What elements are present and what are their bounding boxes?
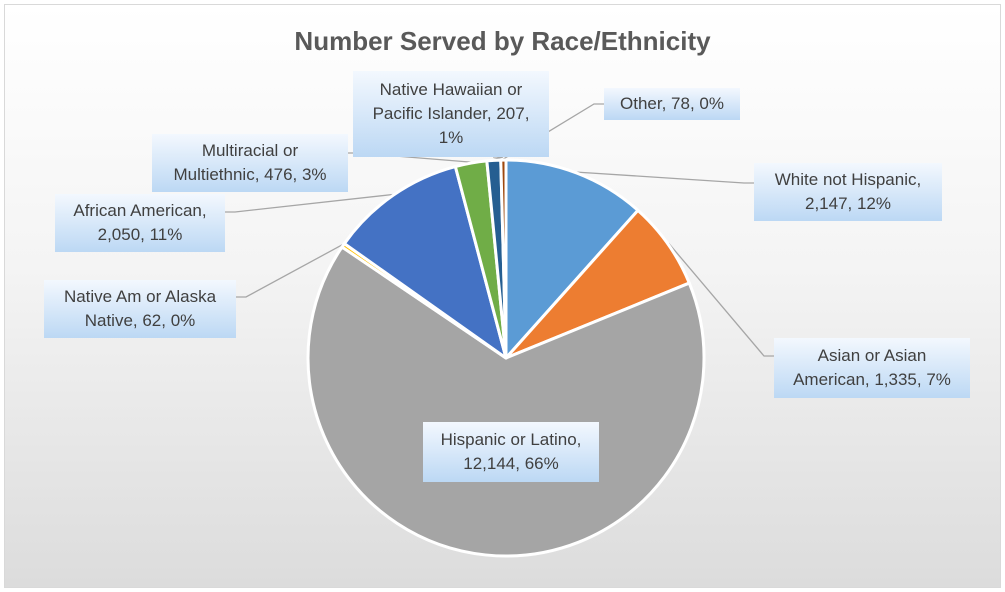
data-label-line: White not Hispanic,	[774, 170, 922, 189]
data-label-line: Other, 78, 0%	[620, 94, 724, 113]
data-label-multiracial-or-multiethnic: Multiracial or Multiethnic, 476, 3%	[152, 134, 348, 192]
leader-line-african-american	[225, 193, 393, 213]
data-label-line: Native Am or Alaska	[63, 287, 217, 306]
pie-slice-other	[499, 158, 508, 360]
data-label-asian-or-asian-american: Asian or Asian American, 1,335, 7%	[774, 338, 970, 398]
leader-line-asian-or-asian-american	[668, 242, 774, 357]
leader-line-native-am-or-alaska-native	[236, 244, 343, 298]
data-label-other: Other, 78, 0%	[604, 88, 740, 120]
data-label-line: 2,050, 11%	[97, 225, 183, 244]
data-label-line: American, 1,335, 7%	[793, 370, 951, 389]
data-label-native-am-or-alaska-native: Native Am or Alaska Native, 62, 0%	[44, 280, 236, 338]
data-label-line: Native, 62, 0%	[84, 311, 196, 330]
data-label-native-hawaiian-or-pacific-islander: Native Hawaiian or Pacific Islander, 207,…	[353, 71, 549, 157]
data-label-hispanic-or-latino: Hispanic or Latino, 12,144, 66%	[423, 422, 599, 482]
chart-title: Number Served by Race/Ethnicity	[294, 26, 711, 56]
leader-line-white-not-hispanic	[576, 171, 754, 184]
data-label-line: Multiracial or	[201, 141, 299, 160]
data-label-african-american: African American, 2,050, 11%	[55, 194, 225, 252]
data-label-white-not-hispanic: White not Hispanic, 2,147, 12%	[754, 163, 942, 221]
data-label-line: 1%	[438, 128, 464, 147]
data-label-line: 2,147, 12%	[804, 194, 891, 213]
data-label-line: African American,	[73, 201, 207, 220]
pie-slice-white-not-hispanic	[504, 158, 640, 360]
pie-slice-african-american	[342, 165, 508, 360]
data-label-line: Multiethnic, 476, 3%	[173, 165, 327, 184]
data-label-line: 12,144, 66%	[463, 454, 559, 473]
pie-slice-hispanic-or-latino	[306, 245, 706, 558]
data-label-line: Native Hawaiian or	[379, 80, 523, 99]
data-label-line: Pacific Islander, 207,	[372, 104, 530, 123]
data-label-line: Hispanic or Latino,	[440, 430, 582, 449]
data-label-line: Asian or Asian	[817, 346, 927, 365]
leader-line-native-hawaiian-or-pacific-islander	[493, 156, 504, 161]
